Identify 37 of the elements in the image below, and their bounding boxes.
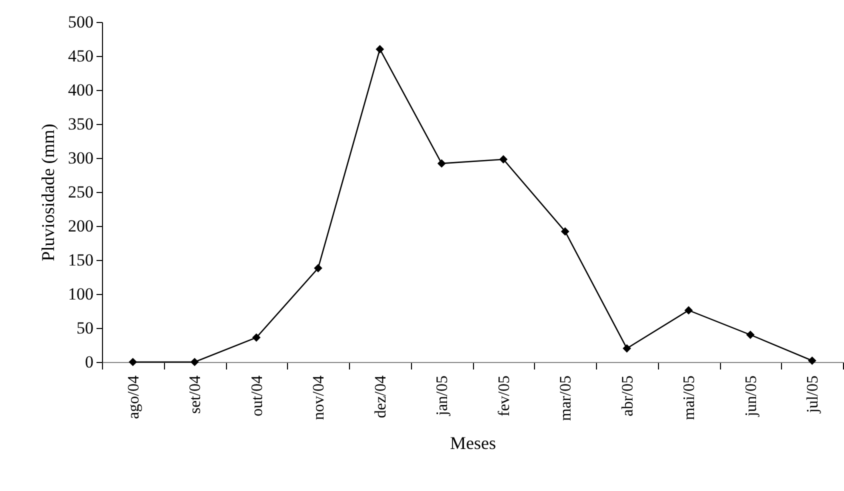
- point: [684, 306, 693, 315]
- x-tick-label: jan/05: [434, 376, 452, 416]
- y-tick-label: 300: [68, 148, 94, 168]
- y-axis-title: Pluviosidade (mm): [38, 124, 58, 262]
- point: [190, 358, 199, 366]
- y-tick-label: 150: [68, 250, 94, 270]
- x-tick-label: mar/05: [558, 376, 575, 421]
- y-tick-label: 400: [68, 80, 94, 100]
- point: [808, 356, 816, 365]
- x-tick-label: nov/04: [310, 376, 328, 420]
- x-tick-label: abr/05: [619, 376, 636, 416]
- x-tick-label: fev/05: [496, 376, 513, 416]
- y-tick-label: 450: [68, 46, 94, 66]
- point: [128, 358, 138, 366]
- point: [622, 344, 632, 353]
- x-tick-label: out/04: [248, 376, 266, 416]
- y-tick-label: 250: [68, 182, 94, 202]
- point: [252, 333, 261, 342]
- point: [314, 264, 322, 272]
- x-tick-label: ago/04: [125, 376, 142, 420]
- point: [560, 227, 570, 236]
- point: [499, 155, 508, 164]
- y-tick-label: 500: [68, 12, 94, 32]
- y-tick-label: 350: [68, 114, 94, 134]
- y-tick-label: 50: [76, 318, 94, 338]
- y-tick-label: 0: [85, 352, 94, 372]
- y-tick-label: 200: [68, 216, 94, 236]
- x-tick-label: mai/05: [681, 376, 698, 420]
- x-tick-label: jun/05: [742, 376, 760, 418]
- x-axis-title: Meses: [450, 432, 496, 453]
- x-tick-label: dez/04: [372, 376, 390, 418]
- y-tick-label: 100: [68, 284, 94, 304]
- point: [746, 330, 755, 339]
- x-tick-label: set/04: [187, 376, 204, 414]
- point: [437, 159, 446, 168]
- x-tick-label: jul/05: [804, 376, 822, 414]
- point: [376, 45, 384, 54]
